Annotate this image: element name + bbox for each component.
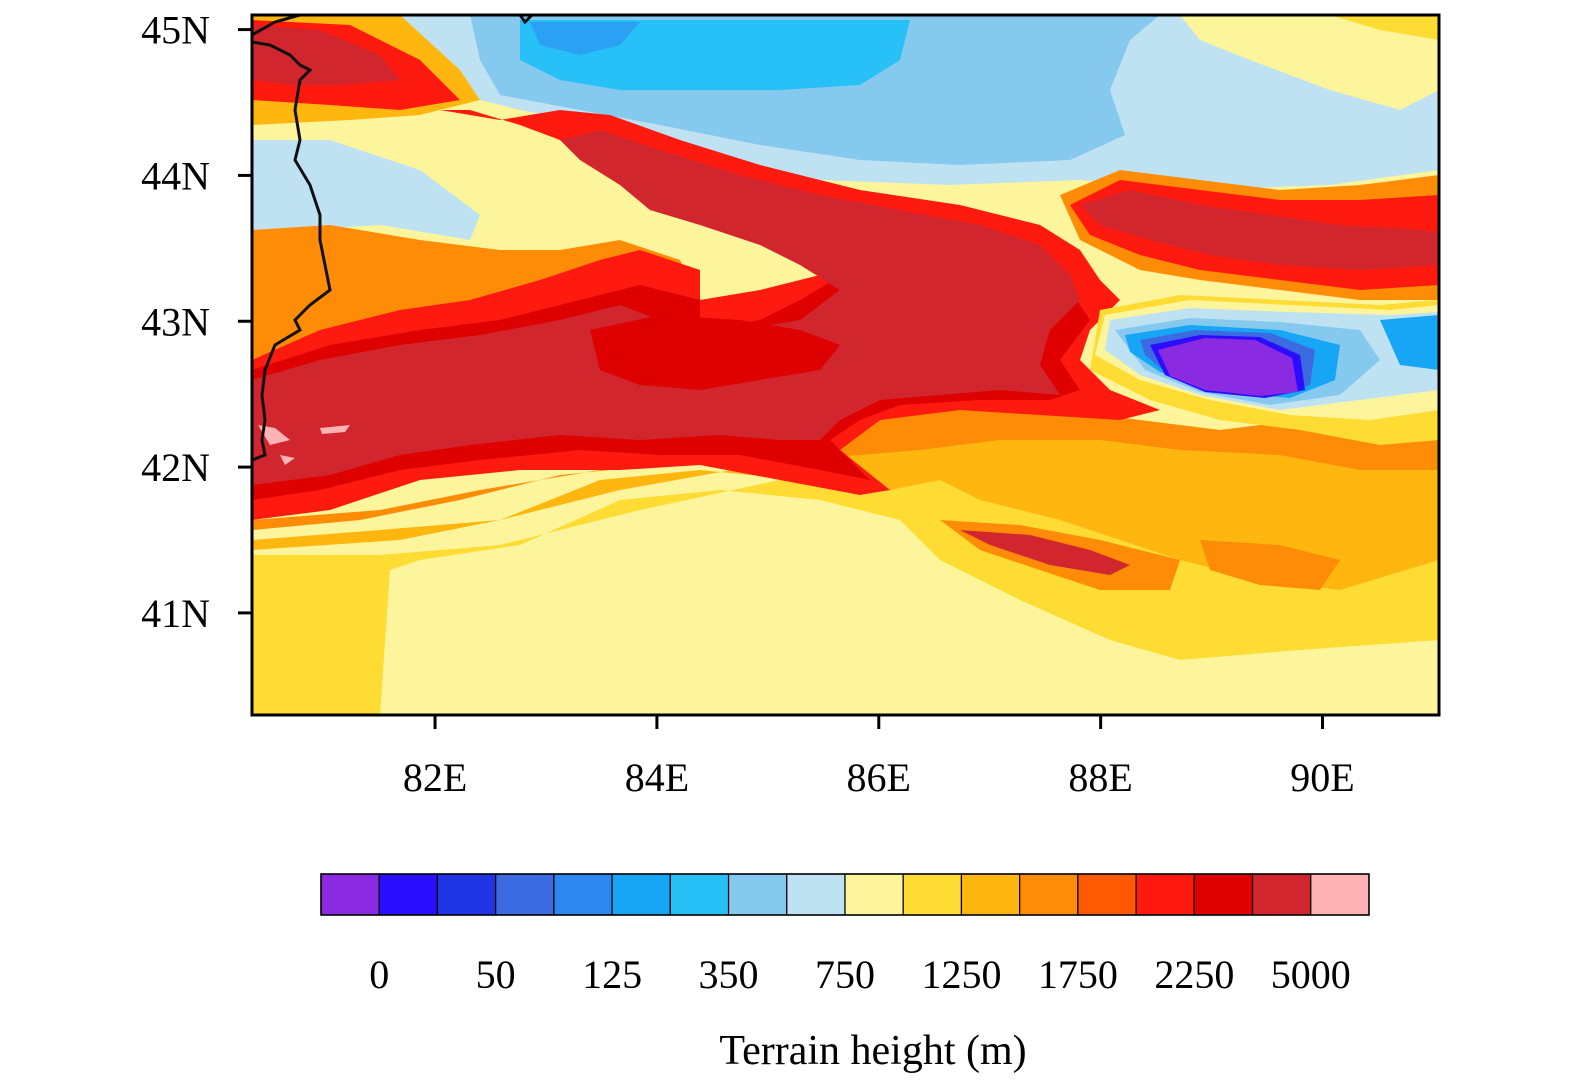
colorbar	[320, 873, 1370, 916]
terrain-fill-se-range-red	[960, 530, 1130, 575]
colorbar-swatch	[1077, 873, 1137, 916]
colorbar-swatch	[1135, 873, 1195, 916]
colorbar-swatch	[495, 873, 555, 916]
colorbar-swatch	[669, 873, 730, 916]
colorbar-label: 0	[369, 952, 389, 997]
x-tick-label: 84E	[625, 755, 689, 800]
terrain-fill-turpan-8	[1158, 338, 1298, 396]
terrain-fill-main-summit	[252, 130, 1080, 485]
colorbar-label: 750	[815, 952, 875, 997]
terrain-fill-main-orange	[252, 225, 700, 360]
colorbar-swatch	[1310, 873, 1370, 916]
terrain-fill-bogda-dark	[1080, 190, 1439, 270]
colorbar-swatch	[611, 873, 671, 916]
x-axis: 82E 84E 86E 88E 90E	[403, 715, 1355, 800]
colorbar-swatch	[844, 873, 904, 916]
colorbar-swatch	[1019, 873, 1079, 916]
x-tick-label: 90E	[1290, 755, 1354, 800]
colorbar-swatch	[960, 873, 1021, 916]
colorbar-swatch	[1251, 873, 1312, 916]
y-tick-label: 45N	[141, 8, 210, 53]
colorbar-swatch	[1193, 873, 1254, 916]
colorbar-label: 2250	[1154, 952, 1234, 997]
national-border-line	[252, 15, 534, 462]
colorbar-frame	[320, 873, 1370, 916]
x-tick-label: 88E	[1068, 755, 1132, 800]
colorbar-labels: 0 50 125 350 750 1250 1750 2250 5000	[369, 952, 1351, 997]
terrain-fill-ne-foothills	[1180, 15, 1439, 110]
y-axis: 45N 44N 43N 42N 41N	[141, 8, 252, 636]
colorbar-swatch	[320, 873, 380, 916]
colorbar-swatch	[786, 873, 846, 916]
colorbar-swatch	[902, 873, 963, 916]
colorbar-swatch	[553, 873, 613, 916]
terrain-fill-south-foothill-3	[252, 395, 1439, 530]
colorbar-title: Terrain height (m)	[719, 1028, 1026, 1074]
colorbar-swatch	[378, 873, 439, 916]
terrain-fill-ne-orange	[1330, 15, 1439, 40]
x-tick-label: 86E	[847, 755, 911, 800]
terrain-fill-se-range-east	[1200, 540, 1340, 590]
map-frame	[250, 13, 1441, 717]
terrain-fill-south-foothill-2	[252, 410, 1439, 590]
terrain-fill-peak-specks	[258, 425, 350, 465]
map-panel	[252, 15, 1439, 715]
y-tick-label: 41N	[141, 591, 210, 636]
terrain-fill-nw-dark	[252, 25, 400, 85]
colorbar-swatch	[727, 873, 788, 916]
colorbar-label: 5000	[1271, 952, 1351, 997]
colorbar-label: 1750	[1038, 952, 1118, 997]
colorbar-swatch	[436, 873, 497, 916]
terrain-fill-ili-valley	[252, 140, 480, 240]
y-tick-label: 43N	[141, 299, 210, 344]
colorbar-label: 125	[582, 952, 642, 997]
terrain-fill-turpan-east-blue	[1380, 315, 1439, 370]
terrain-fill-junggar-deeper	[530, 22, 640, 55]
y-tick-label: 42N	[141, 445, 210, 490]
colorbar-label: 1250	[921, 952, 1001, 997]
y-tick-label: 44N	[141, 153, 210, 198]
colorbar-label: 350	[699, 952, 759, 997]
terrain-fill-main-core	[590, 315, 840, 390]
x-tick-label: 82E	[403, 755, 467, 800]
colorbar-label: 50	[476, 952, 516, 997]
